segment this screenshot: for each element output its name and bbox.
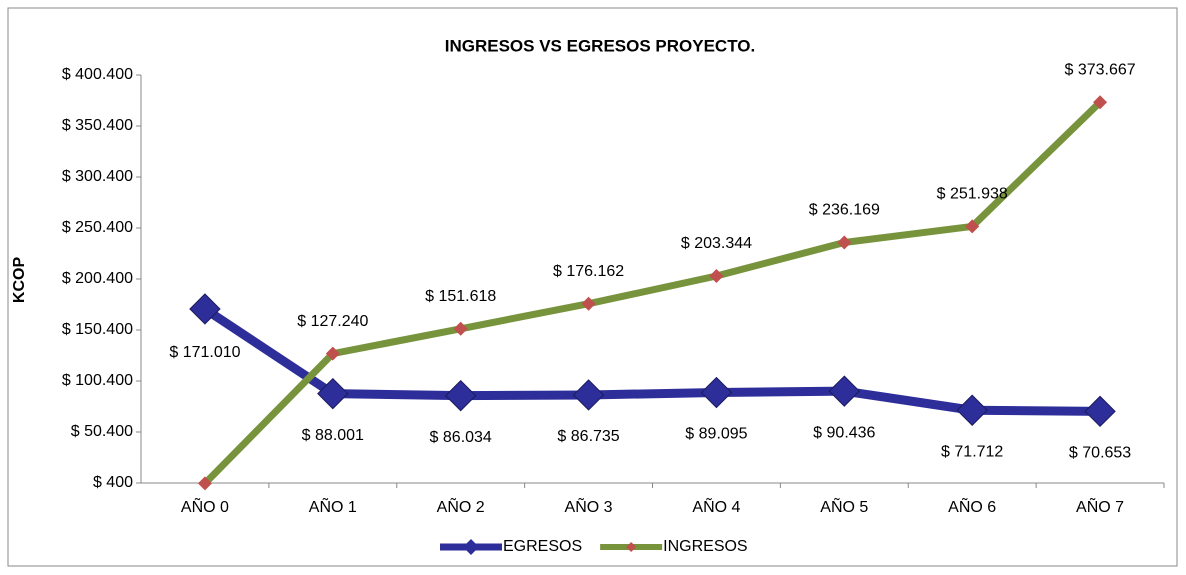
y-tick-label: $ 400	[93, 474, 133, 491]
data-label: $ 236.169	[809, 202, 880, 219]
marker	[444, 379, 477, 412]
legend-marker	[463, 539, 479, 555]
y-tick-label: $ 400.400	[62, 66, 133, 83]
data-label: $ 127.240	[297, 313, 368, 330]
data-label: $ 151.618	[425, 288, 496, 305]
series-line	[202, 99, 1103, 486]
marker	[709, 268, 724, 283]
y-tick-label: $ 100.400	[62, 372, 133, 389]
data-label: $ 171.010	[169, 344, 240, 361]
data-label: $ 251.938	[937, 186, 1008, 203]
marker	[700, 376, 733, 409]
y-tick-label: $ 50.400	[71, 423, 133, 440]
data-label: $ 373.667	[1064, 61, 1135, 78]
x-tick-label: AÑO 7	[1076, 496, 1124, 516]
legend-label: EGRESOS	[503, 538, 582, 555]
y-tick-label: $ 300.400	[62, 168, 133, 185]
y-tick-label: $ 200.400	[62, 270, 133, 287]
marker	[581, 296, 596, 311]
marker	[572, 379, 605, 411]
x-tick-label: AÑO 1	[309, 496, 357, 516]
data-label: $ 176.162	[553, 263, 624, 280]
x-tick-label: AÑO 3	[565, 496, 613, 516]
data-label: $ 90.436	[813, 424, 875, 441]
data-label: $ 203.344	[681, 235, 752, 252]
x-tick-label: AÑO 6	[948, 496, 996, 516]
y-tick-label: $ 250.400	[62, 219, 133, 236]
chart-frame	[7, 7, 1178, 567]
legend-label: INGRESOS	[663, 538, 747, 555]
y-tick-label: $ 150.400	[62, 321, 133, 338]
marker	[828, 375, 861, 407]
marker	[956, 394, 988, 426]
x-tick-label: AÑO 4	[692, 496, 740, 516]
marker	[189, 293, 221, 325]
marker	[1084, 395, 1116, 428]
chart-title: INGRESOS VS EGRESOS PROYECTO.	[445, 36, 755, 55]
series-line	[202, 305, 1101, 416]
x-tick-label: AÑO 2	[437, 496, 485, 516]
y-tick-label: $ 350.400	[62, 117, 133, 134]
data-label: $ 70.653	[1069, 445, 1131, 462]
marker	[1093, 95, 1108, 110]
x-tick-label: AÑO 5	[820, 496, 868, 516]
marker	[317, 377, 349, 410]
marker	[197, 476, 212, 491]
marker	[837, 235, 852, 250]
y-axis-label: KCOP	[11, 257, 28, 304]
data-label: $ 88.001	[302, 427, 364, 444]
legend-marker	[626, 542, 637, 552]
marker	[325, 346, 340, 361]
x-tick-label: AÑO 0	[181, 496, 229, 516]
marker	[453, 321, 468, 336]
data-label: $ 86.034	[430, 429, 492, 446]
data-label: $ 89.095	[685, 426, 747, 443]
data-label: $ 71.712	[941, 443, 1003, 460]
data-label: $ 86.735	[557, 428, 619, 445]
marker	[965, 219, 980, 234]
